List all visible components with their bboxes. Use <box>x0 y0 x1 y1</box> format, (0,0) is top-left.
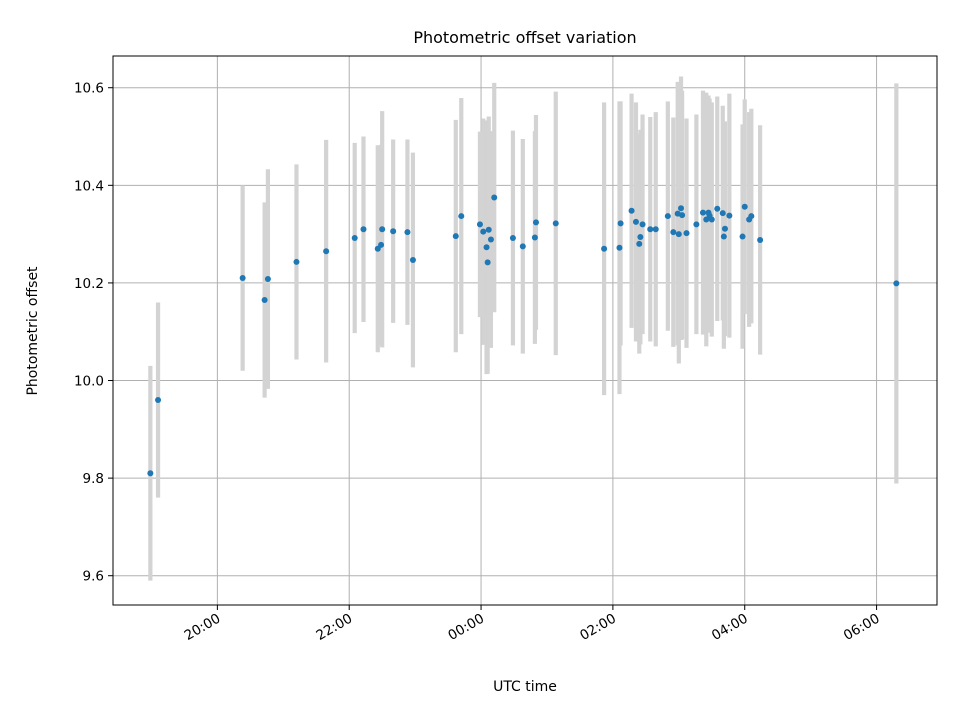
data-point <box>720 233 727 240</box>
data-point <box>726 212 733 219</box>
data-point <box>509 235 516 242</box>
data-point <box>458 213 465 220</box>
data-point <box>293 258 300 265</box>
data-point <box>703 216 710 223</box>
data-point <box>147 470 154 477</box>
data-point <box>374 245 381 252</box>
data-point <box>264 276 271 283</box>
data-point <box>409 256 416 263</box>
data-point <box>664 213 671 220</box>
data-point <box>708 216 715 223</box>
data-point <box>699 209 706 216</box>
plot-frame <box>112 55 938 606</box>
data-point <box>404 229 411 236</box>
y-tick-label: 9.6 <box>83 569 104 585</box>
data-point <box>531 234 538 241</box>
data-point <box>491 194 498 201</box>
chart-title: Photometric offset variation <box>413 28 636 47</box>
y-tick-label: 9.8 <box>83 471 104 487</box>
data-point <box>485 226 492 233</box>
data-point <box>616 244 623 251</box>
data-point <box>323 248 330 255</box>
data-point <box>628 207 635 214</box>
data-point <box>675 231 682 238</box>
data-point <box>679 212 686 219</box>
data-point <box>480 228 487 235</box>
x-axis-label: UTC time <box>493 679 557 695</box>
data-point <box>693 221 700 228</box>
data-point <box>483 244 490 251</box>
data-point <box>739 233 746 240</box>
data-point <box>452 233 459 240</box>
data-point <box>748 213 755 220</box>
y-tick-label: 10.2 <box>74 276 104 292</box>
data-points <box>147 194 900 477</box>
data-point <box>678 205 685 212</box>
data-point <box>552 220 559 227</box>
data-point <box>487 236 494 243</box>
data-point <box>639 221 646 228</box>
data-point <box>637 234 644 241</box>
data-point <box>239 275 246 282</box>
data-point <box>378 241 385 248</box>
data-point <box>617 220 624 227</box>
data-point <box>484 259 491 266</box>
data-point <box>360 226 367 233</box>
data-point <box>351 235 358 242</box>
data-point <box>893 280 900 287</box>
data-point <box>636 240 643 247</box>
data-point <box>155 397 162 404</box>
data-point <box>647 226 654 233</box>
y-axis-label: Photometric offset <box>25 266 41 396</box>
y-tick-label: 10.4 <box>74 178 104 194</box>
data-point <box>714 205 721 212</box>
data-point <box>670 229 677 236</box>
data-point <box>683 230 690 237</box>
data-point <box>601 245 608 252</box>
data-point <box>519 243 526 250</box>
data-point <box>390 228 397 235</box>
data-point <box>719 210 726 217</box>
data-point <box>721 225 728 232</box>
data-point <box>532 219 539 226</box>
data-point <box>741 203 748 210</box>
data-point <box>652 226 659 233</box>
data-point <box>632 218 639 225</box>
data-point <box>476 221 483 228</box>
data-point <box>757 236 764 243</box>
y-tick-label: 10.6 <box>74 81 104 97</box>
y-tick-label: 10.0 <box>74 374 104 390</box>
data-point <box>379 226 386 233</box>
data-point <box>261 297 268 303</box>
